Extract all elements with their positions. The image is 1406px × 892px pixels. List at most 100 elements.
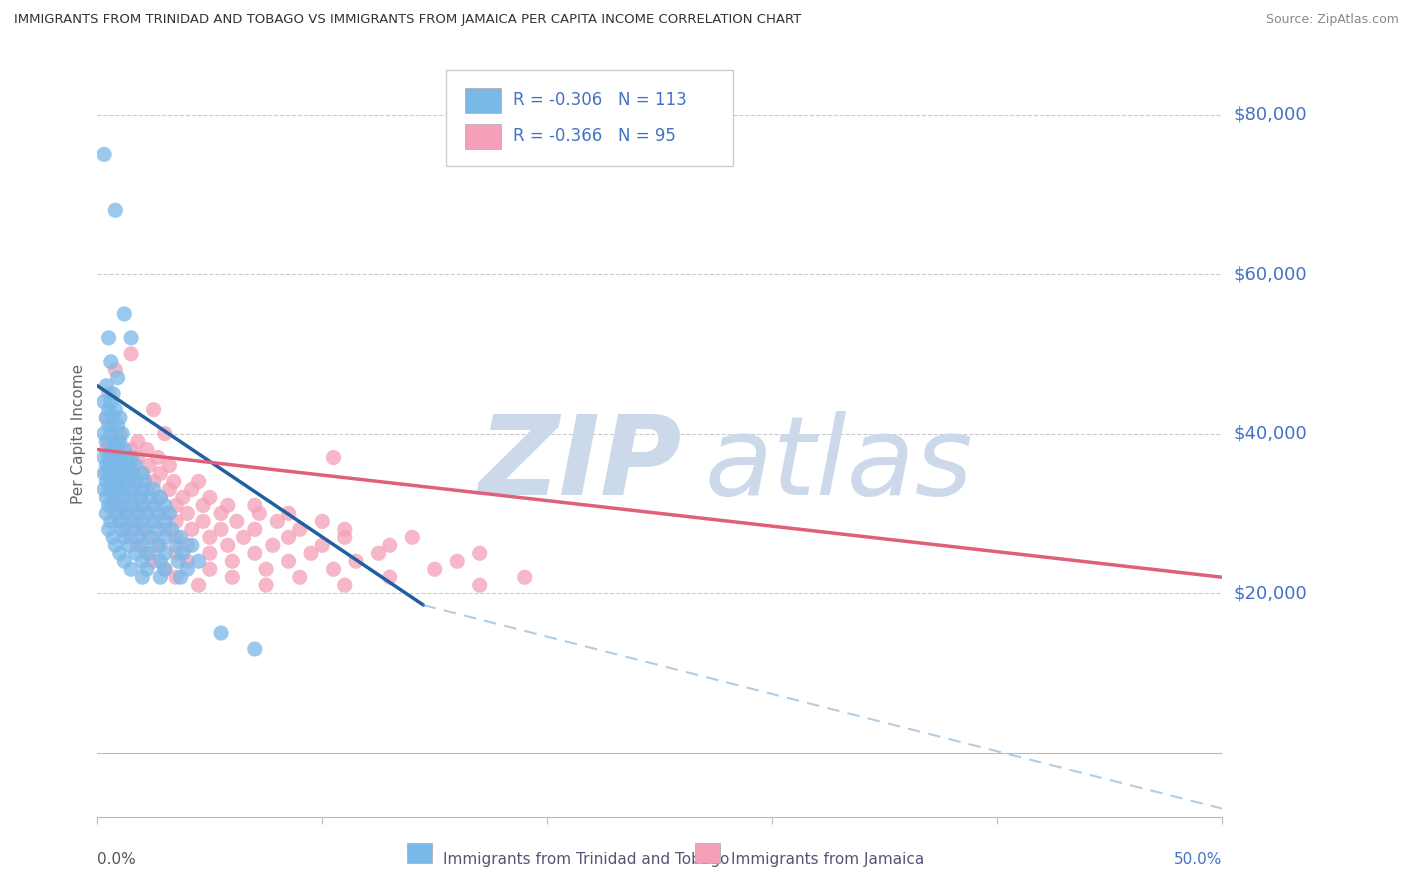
Point	[124, 458, 146, 473]
Point	[423, 562, 446, 576]
Point	[333, 530, 356, 544]
Point	[115, 507, 138, 521]
Point	[322, 450, 344, 465]
FancyBboxPatch shape	[465, 87, 501, 113]
Point	[124, 475, 146, 489]
Point	[108, 499, 131, 513]
Point	[142, 514, 165, 528]
Point	[146, 522, 169, 536]
Point	[108, 410, 131, 425]
Point	[107, 475, 129, 489]
Point	[97, 434, 120, 449]
Point	[100, 426, 122, 441]
Point	[378, 570, 401, 584]
Point	[157, 458, 180, 473]
Point	[112, 483, 135, 497]
Point	[209, 507, 232, 521]
Point	[221, 554, 243, 568]
Point	[97, 499, 120, 513]
Point	[120, 450, 142, 465]
Point	[100, 483, 122, 497]
Point	[112, 307, 135, 321]
Point	[96, 434, 118, 449]
Point	[187, 554, 209, 568]
Point	[172, 546, 194, 560]
Text: R = -0.306   N = 113: R = -0.306 N = 113	[513, 92, 688, 110]
Point	[198, 562, 221, 576]
Point	[146, 538, 169, 552]
Point	[101, 491, 124, 505]
Point	[97, 458, 120, 473]
Point	[108, 467, 131, 481]
Point	[104, 538, 127, 552]
Point	[221, 570, 243, 584]
Point	[333, 578, 356, 592]
Point	[131, 499, 153, 513]
Point	[127, 507, 149, 521]
Point	[131, 538, 153, 552]
Point	[217, 499, 239, 513]
Point	[97, 402, 120, 417]
Point	[153, 562, 176, 576]
Point	[131, 522, 153, 536]
Point	[108, 546, 131, 560]
Point	[104, 402, 127, 417]
Point	[115, 467, 138, 481]
Point	[131, 467, 153, 481]
Point	[160, 522, 183, 536]
Point	[243, 642, 266, 657]
Point	[97, 450, 120, 465]
Point	[169, 570, 191, 584]
Point	[101, 442, 124, 457]
Point	[112, 554, 135, 568]
Point	[378, 538, 401, 552]
Point	[104, 467, 127, 481]
Point	[112, 499, 135, 513]
Point	[120, 347, 142, 361]
Point	[277, 554, 299, 568]
Text: IMMIGRANTS FROM TRINIDAD AND TOBAGO VS IMMIGRANTS FROM JAMAICA PER CAPITA INCOME: IMMIGRANTS FROM TRINIDAD AND TOBAGO VS I…	[14, 13, 801, 27]
Point	[165, 538, 187, 552]
Point	[131, 514, 153, 528]
Point	[100, 499, 122, 513]
Point	[180, 522, 202, 536]
Point	[142, 499, 165, 513]
Point	[97, 467, 120, 481]
Point	[101, 530, 124, 544]
Text: Immigrants from Jamaica: Immigrants from Jamaica	[731, 852, 925, 867]
Point	[124, 475, 146, 489]
Point	[100, 514, 122, 528]
Point	[131, 570, 153, 584]
Point	[165, 499, 187, 513]
Point	[142, 554, 165, 568]
Point	[333, 522, 356, 536]
Text: $80,000: $80,000	[1233, 105, 1306, 123]
FancyBboxPatch shape	[465, 124, 501, 149]
Point	[165, 570, 187, 584]
Point	[131, 467, 153, 481]
Point	[254, 578, 277, 592]
Point	[101, 410, 124, 425]
Point	[101, 475, 124, 489]
Point	[344, 554, 367, 568]
Point	[93, 450, 115, 465]
Text: atlas: atlas	[704, 410, 973, 517]
Point	[127, 499, 149, 513]
Point	[446, 554, 468, 568]
Point	[138, 546, 160, 560]
Point	[153, 499, 176, 513]
Point	[138, 491, 160, 505]
Point	[254, 562, 277, 576]
Point	[142, 402, 165, 417]
Point	[209, 522, 232, 536]
Text: Source: ZipAtlas.com: Source: ZipAtlas.com	[1265, 13, 1399, 27]
Point	[266, 514, 288, 528]
Point	[243, 499, 266, 513]
Point	[124, 514, 146, 528]
Point	[107, 483, 129, 497]
Point	[122, 467, 145, 481]
Point	[107, 483, 129, 497]
Point	[157, 483, 180, 497]
Point	[247, 507, 270, 521]
Point	[104, 467, 127, 481]
